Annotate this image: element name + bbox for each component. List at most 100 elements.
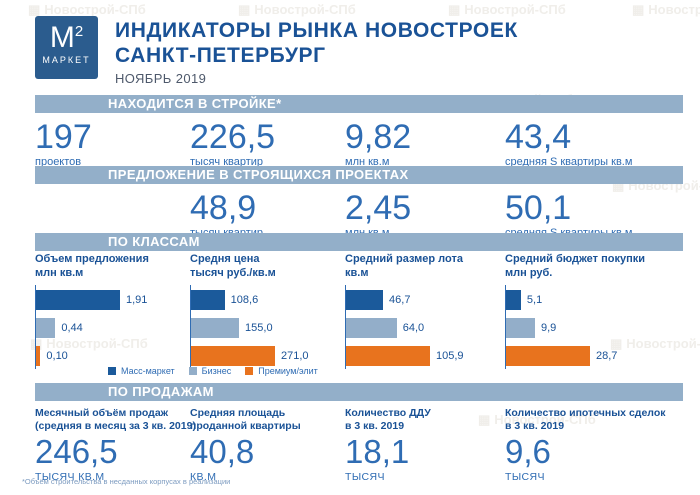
logo-m2-mark: М2 (35, 23, 98, 53)
stat-label-line2: в 3 кв. 2019 (505, 420, 565, 432)
bar-value-label: 1,91 (126, 294, 148, 306)
m2-market-logo: М2 МАРКЕТ (35, 16, 98, 79)
stat-unit: ТЫСЯЧ (505, 471, 545, 483)
bar-business (346, 318, 397, 338)
chart-plot-area: 1,91 0,44 0,10 (35, 285, 190, 369)
stat-label-line1: Месячный объём продаж (35, 407, 169, 419)
legend-item-business: Бизнес (188, 366, 232, 376)
stat-label-line2: в 3 кв. 2019 (345, 420, 405, 432)
legend-item-mass-market: Масс-маркет (108, 366, 175, 376)
bar-premium (191, 346, 275, 366)
bar-row-mass-market: 108,6 (191, 290, 345, 310)
stat-value: 9,6 (505, 433, 551, 470)
stat-label-line1: Количество ипотечных сделок (505, 407, 666, 419)
watermark-text: Новострой-СПб (648, 2, 700, 17)
bar-value-label: 0,10 (46, 350, 68, 362)
bar-value-label: 9,9 (540, 322, 557, 334)
bar-chart-avg-budget: Средний бюджет покупки млн руб. 5,1 9,9 … (505, 252, 683, 369)
watermark-text: Новострой-СПб (464, 2, 566, 17)
empty-cell (35, 190, 190, 239)
stat-label: проектов (35, 156, 82, 168)
watermark: ▦Новострой-СПб (448, 2, 566, 18)
stat-value: 43,4 (505, 118, 572, 156)
stat-value: 197 (35, 118, 92, 156)
stat-label-line2: проданной квартиры (190, 420, 301, 432)
chart-plot-area: 5,1 9,9 28,7 (505, 285, 683, 369)
stat-total-area: 9,82 млн кв.м (345, 119, 505, 168)
charts-row: Объем предложения млн кв.м 1,91 0,44 0,1… (35, 252, 683, 369)
stat-offer-area: 2,45 млн кв.м (345, 190, 505, 239)
watermark-text: Новострой-СПб (626, 336, 700, 351)
chart-title-line1: Средня цена (190, 253, 260, 265)
bar-row-mass-market: 46,7 (346, 290, 505, 310)
header-title-block: ИНДИКАТОРЫ РЫНКА НОВОСТРОЕК САНКТ-ПЕТЕРБ… (115, 18, 518, 86)
stat-value: 40,8 (190, 433, 255, 470)
bar-business (191, 318, 240, 338)
footnote: *Объём строительства в несданных корпуса… (22, 477, 231, 486)
bar-row-mass-market: 5,1 (506, 290, 683, 310)
stat-value: 18,1 (345, 433, 410, 470)
chart-title-unit: млн кв.м (35, 267, 84, 279)
bar-row-business: 155,0 (191, 318, 345, 338)
stat-unit: КВ.М (190, 471, 217, 483)
stat-label-block: Количество ипотечных сделок в 3 кв. 2019 (505, 407, 683, 435)
chart-title-unit: кв.м (345, 267, 369, 279)
bar-premium (506, 346, 590, 366)
bar-chart-avg-lot-size: Средний размер лота кв.м 46,7 64,0 105,9 (345, 252, 505, 369)
stat-label-line1: Средняя площадь (190, 407, 286, 419)
stat-label-block: Средняя площадь проданной квартиры (190, 407, 345, 435)
stat-label: млн кв.м (345, 156, 390, 168)
stat-value: 48,9 (190, 189, 257, 227)
watermark-text: Новострой-СПб (254, 2, 356, 17)
legend-label: Бизнес (201, 366, 232, 376)
legend-item-premium: Премиум/элит (245, 366, 318, 376)
bar-value-label: 108,6 (230, 294, 259, 306)
bar-value-label: 271,0 (281, 350, 309, 362)
section-band-under-construction: НАХОДИТСЯ В СТРОЙКЕ* (35, 95, 683, 113)
watermark: ▦Новострой-СПб (28, 2, 146, 18)
legend-label: Масс-маркет (121, 366, 175, 376)
construction-stats-row: 197 проектов 226,5 тысяч квартир 9,82 мл… (35, 119, 683, 168)
bar-mass-market (36, 290, 120, 310)
bar-row-premium: 271,0 (191, 346, 345, 366)
building-icon: ▦ (478, 412, 491, 427)
bar-mass-market (506, 290, 521, 310)
legend-swatch-mass-market (108, 367, 116, 375)
watermark-text: Новострой-СПб (46, 336, 148, 351)
watermark: ▦Новострой-СПб (610, 336, 700, 352)
bar-row-premium: 0,10 (36, 346, 190, 366)
chart-title: Средний размер лота кв.м (345, 252, 505, 282)
stat-avg-area: 43,4 средняя S квартиры кв.м (505, 119, 683, 168)
bar-row-business: 9,9 (506, 318, 683, 338)
building-icon: ▦ (610, 336, 623, 351)
chart-title: Средний бюджет покупки млн руб. (505, 252, 683, 282)
bar-row-business: 0,44 (36, 318, 190, 338)
stat-value: 9,82 (345, 118, 412, 156)
bar-value-label: 64,0 (402, 322, 425, 334)
bar-premium (36, 346, 41, 366)
watermark-text: Новострой-СПб (494, 412, 596, 427)
stat-value: 246,5 (35, 433, 118, 470)
logo-superscript: 2 (74, 23, 84, 40)
chart-legend: Масс-маркет Бизнес Премиум/элит (108, 366, 332, 376)
bar-value-label: 155,0 (245, 322, 273, 334)
bar-value-label: 105,9 (436, 350, 464, 362)
stat-avg-sold-area: Средняя площадь проданной квартиры 40,8 … (190, 407, 345, 483)
sales-stats-row: Месячный объём продаж (средняя в месяц з… (35, 407, 683, 483)
chart-title-line1: Средний бюджет покупки (505, 253, 645, 265)
chart-plot-area: 108,6 155,0 271,0 (190, 285, 345, 369)
stat-offer-apartments: 48,9 тысяч квартир (190, 190, 345, 239)
stat-ddu-count: Количество ДДУ в 3 кв. 2019 18,1 ТЫСЯЧ (345, 407, 505, 483)
bar-row-premium: 28,7 (506, 346, 683, 366)
bar-chart-offer-volume: Объем предложения млн кв.м 1,91 0,44 0,1… (35, 252, 190, 369)
stat-unit: ТЫСЯЧ КВ.М (35, 471, 105, 483)
stat-label-block: Месячный объём продаж (средняя в месяц з… (35, 407, 196, 435)
legend-swatch-premium (245, 367, 254, 375)
bar-mass-market (346, 290, 384, 310)
building-icon: ▦ (238, 2, 251, 17)
section-band-sales: ПО ПРОДАЖАМ (35, 383, 683, 401)
bar-row-premium: 105,9 (346, 346, 505, 366)
stat-value: 226,5 (190, 118, 276, 156)
stat-label: тысяч квартир (190, 156, 264, 168)
bar-business (36, 318, 56, 338)
